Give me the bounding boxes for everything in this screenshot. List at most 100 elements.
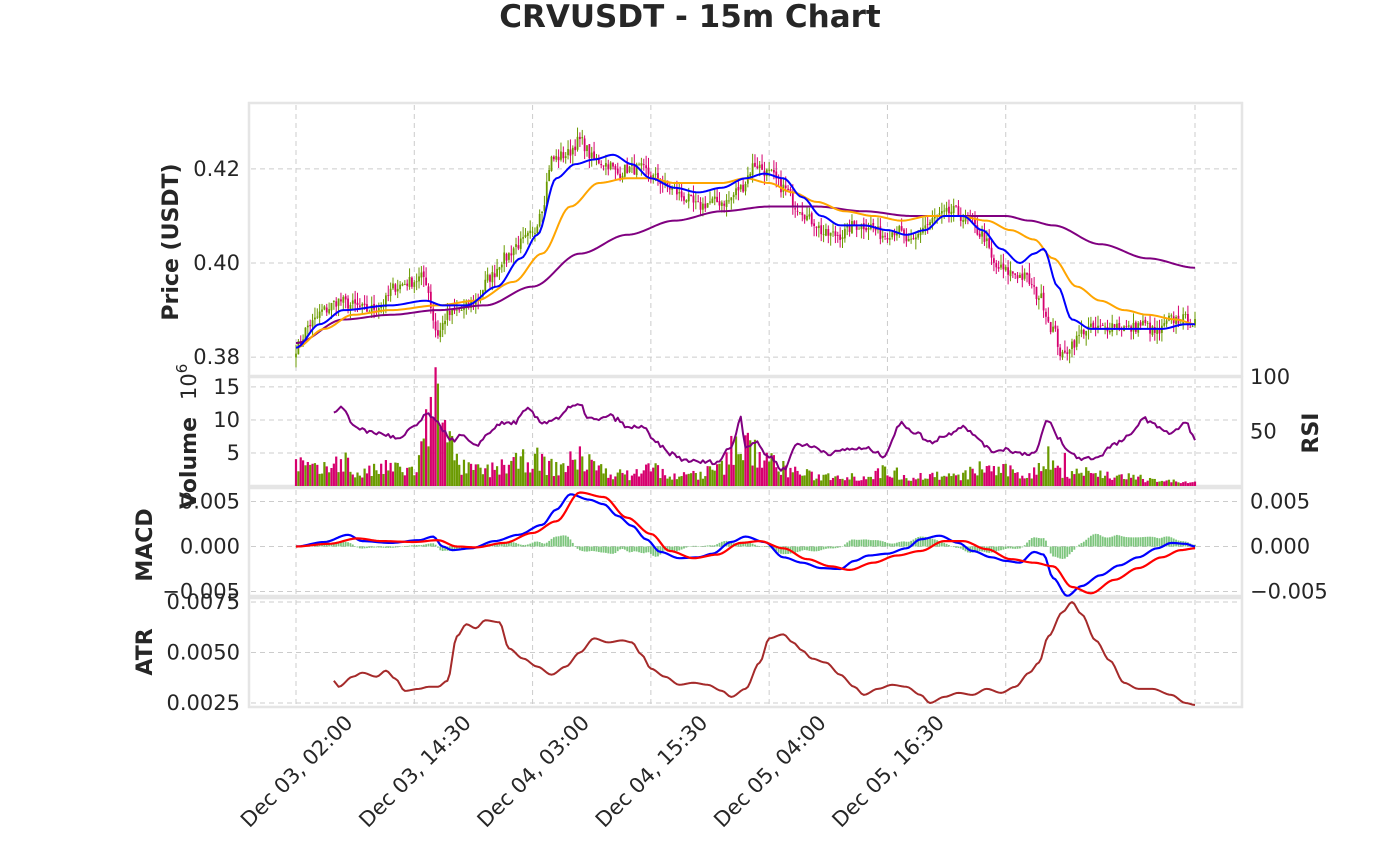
macd-hist-bar	[1104, 537, 1106, 547]
candle-body	[955, 205, 957, 207]
macd-hist-bar	[1059, 546, 1062, 559]
macd-panel: −0.005 −0.005 0.000 0.000 0.005 0.005 MACD	[133, 486, 1328, 604]
macd-hist-bar	[756, 545, 759, 547]
macd-hist-bar	[1153, 537, 1156, 547]
candle-body	[453, 308, 456, 311]
macd-hist-bar	[955, 546, 957, 548]
macd-hist-bar	[1108, 537, 1111, 547]
candle-body	[444, 320, 446, 325]
volume-bar	[401, 472, 404, 486]
y-tick-label: 0.38	[193, 345, 240, 369]
candle-body	[614, 166, 617, 170]
candle-body	[872, 223, 875, 228]
macd-hist-bar	[898, 541, 901, 547]
volume-bar	[474, 464, 477, 486]
candle-body	[860, 224, 863, 230]
macd-hist-bar	[439, 546, 442, 551]
volume-bar	[396, 462, 399, 486]
macd-hist-bar	[687, 546, 690, 547]
candle-body	[851, 221, 853, 234]
candle-body	[1144, 319, 1147, 324]
volume-bar	[611, 479, 615, 486]
macd-hist-bar	[874, 540, 877, 547]
volume-bar	[1037, 462, 1040, 486]
volume-bar	[642, 470, 645, 486]
macd-hist-bar	[455, 546, 458, 550]
macd-hist-bar	[1127, 537, 1130, 547]
macd-hist-bar	[1042, 538, 1045, 547]
macd-hist-bar	[526, 544, 529, 547]
volume-bar	[950, 476, 953, 486]
candle-body	[325, 307, 328, 313]
macd-hist-bar	[825, 546, 827, 549]
macd-tick-label-right: 0.000	[1250, 535, 1310, 559]
volume-bar	[354, 477, 357, 486]
macd-hist-bar	[1073, 546, 1076, 550]
macd-hist-bar	[742, 541, 745, 547]
candle-body	[1134, 322, 1137, 332]
volume-bar	[675, 479, 678, 486]
volume-bar	[1075, 468, 1078, 486]
candle-body	[1082, 329, 1085, 335]
volume-bar	[666, 478, 669, 486]
candle-body	[1097, 325, 1099, 329]
volume-bar	[654, 463, 657, 486]
volume-bar	[1184, 481, 1187, 486]
candle-body	[574, 146, 577, 151]
candle-body	[666, 180, 669, 187]
volume-bar	[921, 479, 925, 486]
volume-bar	[794, 466, 797, 486]
candle-body	[794, 208, 797, 210]
candle-body	[1002, 263, 1005, 270]
macd-hist-bar	[427, 543, 430, 547]
candle-body	[903, 229, 905, 235]
macd-hist-bar	[645, 546, 648, 553]
volume-bar	[926, 478, 929, 486]
macd-hist-bar	[380, 546, 383, 548]
macd-hist-bar	[683, 546, 685, 549]
macd-hist-bar	[810, 546, 813, 552]
macd-hist-bar	[342, 541, 345, 547]
macd-hist-bar	[508, 542, 510, 547]
volume-bar	[914, 479, 917, 486]
candle-body	[590, 152, 593, 158]
macd-hist-bar	[867, 539, 870, 547]
candle-body	[917, 233, 920, 238]
macd-hist-bar	[886, 542, 889, 547]
volume-bar	[1030, 478, 1033, 486]
macd-hist-bar	[1099, 535, 1102, 547]
candle-body	[940, 211, 943, 214]
candle-body	[912, 238, 915, 240]
macd-hist-bar	[1026, 542, 1028, 547]
macd-hist-bar	[1002, 546, 1005, 550]
macd-hist-bar	[673, 546, 676, 552]
candle-body	[678, 192, 681, 194]
candle-body	[427, 286, 430, 293]
candle-body	[683, 196, 685, 201]
candle-body	[943, 210, 946, 212]
price-panel-frame	[247, 101, 1244, 378]
macd-hist-bar	[777, 546, 780, 553]
candle-body	[382, 306, 385, 308]
macd-hist-bar	[917, 537, 920, 547]
candle-body	[784, 185, 787, 188]
candle-body	[1000, 264, 1002, 268]
volume-bar	[380, 463, 383, 486]
candle-body	[1090, 323, 1092, 327]
candle-body	[692, 195, 695, 203]
volume-bar	[510, 460, 513, 486]
volume-bar	[578, 446, 581, 486]
macd-hist-bar	[1028, 540, 1031, 547]
macd-hist-bar	[720, 541, 723, 547]
rsi-tick-label: 100	[1250, 365, 1290, 389]
volume-bar	[368, 465, 371, 486]
volume-bar	[978, 461, 981, 486]
candle-body	[815, 226, 818, 228]
macd-hist-bar	[806, 546, 808, 551]
macd-hist-bar	[754, 544, 756, 547]
volume-bar	[947, 473, 951, 486]
volume-bar	[538, 470, 541, 486]
candle-body	[420, 272, 423, 278]
candle-body	[460, 310, 463, 311]
volume-bar	[931, 472, 934, 486]
